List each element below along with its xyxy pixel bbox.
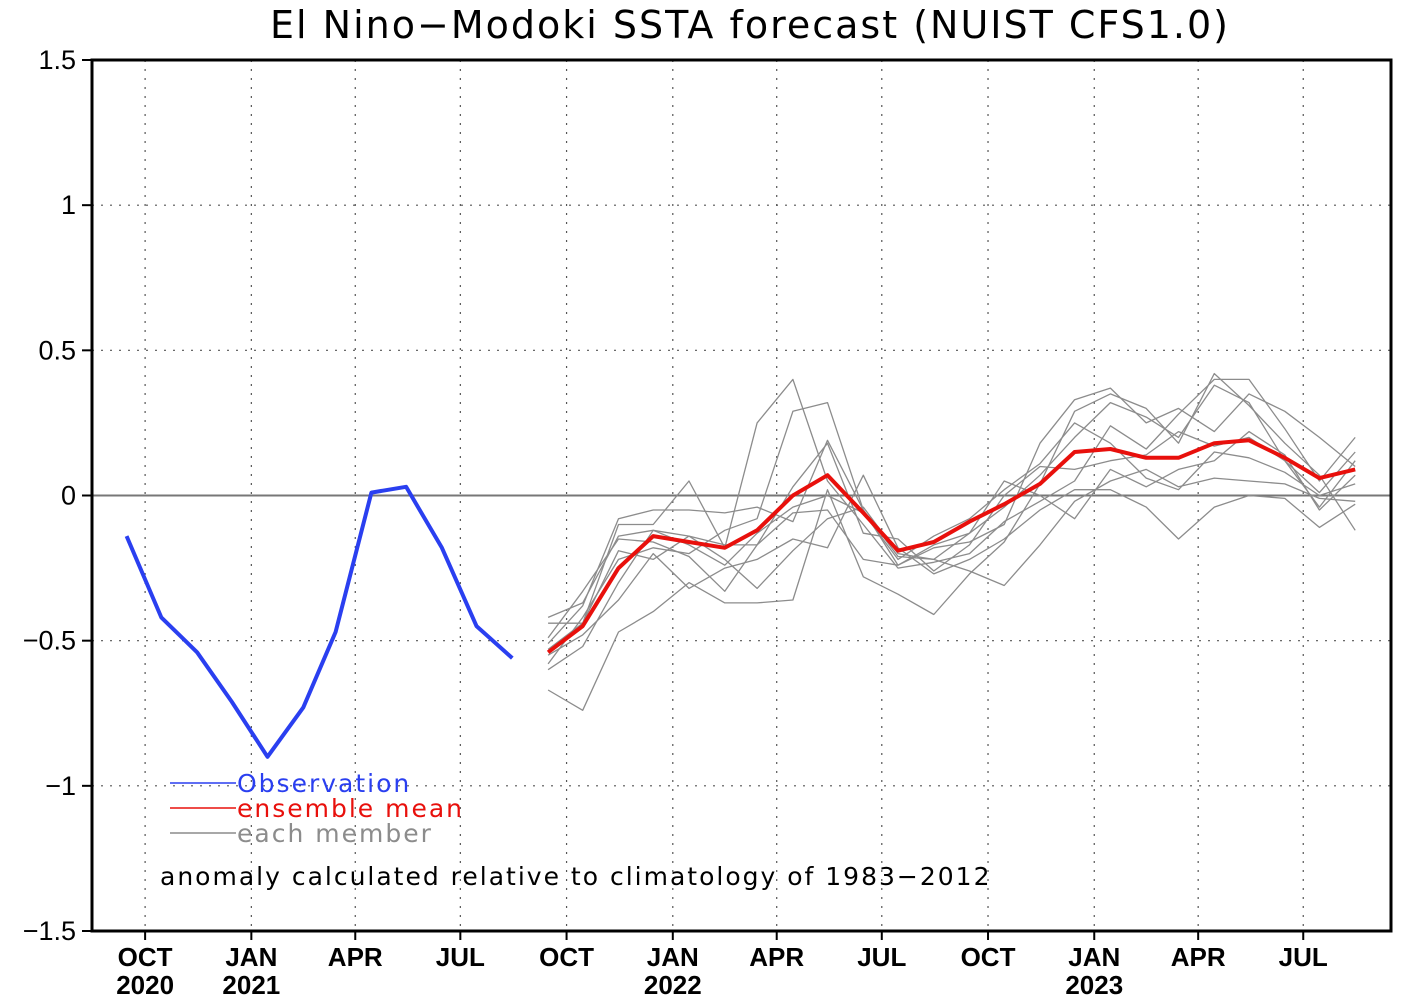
- y-tick-label: −0.5: [23, 626, 76, 656]
- member-line-1: [547, 372, 1356, 711]
- observation-line: [124, 484, 514, 759]
- member-line-4: [547, 384, 1356, 645]
- x-tick-year-label: 2020: [116, 970, 174, 997]
- climatology-note: anomaly calculated relative to climatolo…: [160, 862, 991, 891]
- x-tick-month-label: JAN: [647, 942, 699, 972]
- member-line-7: [547, 474, 1356, 656]
- x-tick-month-label: APR: [328, 942, 383, 972]
- ensemble-mean-line: [546, 438, 1356, 654]
- x-tick-month-label: OCT: [118, 942, 173, 972]
- member-line-9: [547, 430, 1356, 618]
- y-tick-label: −1.5: [23, 916, 76, 946]
- x-tick-month-label: OCT: [961, 942, 1016, 972]
- legend-item-each-member: each member: [170, 819, 433, 848]
- member-line-6: [547, 430, 1356, 639]
- x-tick-month-label: APR: [1171, 942, 1226, 972]
- y-tick-label: 1.5: [38, 45, 76, 75]
- y-tick-label: −1: [45, 771, 76, 801]
- plot-frame: [90, 58, 1393, 933]
- legend-item-observation: Observation: [170, 769, 411, 798]
- observation-line-group: [124, 484, 514, 759]
- x-tick-month-label: APR: [749, 942, 804, 972]
- member-line-2: [548, 378, 1356, 624]
- legend-label-observation: Observation: [237, 769, 411, 798]
- x-tick-year-label: 2022: [644, 970, 702, 997]
- x-tick-month-label: JAN: [1068, 942, 1120, 972]
- y-tick-label: 0.5: [38, 335, 76, 365]
- y-tick-label: 1: [61, 190, 76, 220]
- chart-title: El Nino−Modoki SSTA forecast (NUIST CFS1…: [270, 3, 1230, 47]
- x-tick-month-label: JUL: [436, 942, 485, 972]
- y-tick-label: 0: [61, 481, 76, 511]
- member-line-3: [547, 387, 1356, 665]
- legend-item-ensemble-mean: ensemble mean: [170, 794, 464, 823]
- x-tick-month-label: OCT: [539, 942, 594, 972]
- ensemble-mean-line-group: [546, 438, 1356, 654]
- member-lines: [547, 372, 1356, 711]
- legend: Observation ensemble mean each member: [170, 769, 464, 848]
- x-tick-year-label: 2023: [1065, 970, 1123, 997]
- x-tick-month-label: JUL: [857, 942, 906, 972]
- grid: [92, 60, 1391, 931]
- x-tick-year-label: 2021: [222, 970, 280, 997]
- legend-label-each-member: each member: [237, 819, 433, 848]
- x-tick-month-label: JAN: [225, 942, 277, 972]
- x-tick-month-label: JUL: [1279, 942, 1328, 972]
- legend-label-ensemble-mean: ensemble mean: [237, 794, 464, 823]
- y-axis-ticks: 1.5 1 0.5 0 −0.5 −1 −1.5: [23, 45, 92, 946]
